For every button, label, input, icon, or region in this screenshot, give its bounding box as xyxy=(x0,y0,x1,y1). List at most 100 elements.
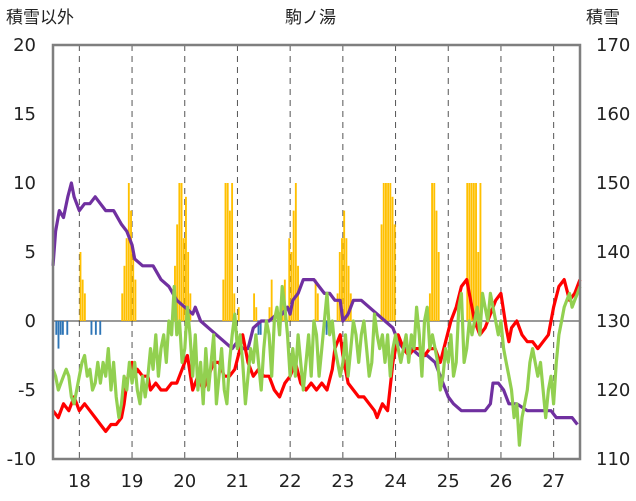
bar-93 xyxy=(257,321,260,335)
bar-59 xyxy=(182,238,185,321)
bar-119 xyxy=(314,279,317,321)
bar-32 xyxy=(123,265,126,321)
bar-131 xyxy=(341,238,343,321)
bar-191 xyxy=(472,183,475,321)
series-line-0 xyxy=(51,181,579,426)
right-tick-6: 110 xyxy=(596,449,630,470)
bar-77 xyxy=(222,279,225,321)
bar-194 xyxy=(479,183,482,321)
x-tick-3: 21 xyxy=(226,471,249,492)
left-tick-1: 15 xyxy=(13,104,36,125)
x-tick-5: 23 xyxy=(331,471,354,492)
bar-62 xyxy=(189,293,192,321)
bar-124 xyxy=(325,321,328,335)
bar-21 xyxy=(99,321,102,335)
bar-110 xyxy=(294,183,297,321)
bar-174 xyxy=(435,210,438,321)
bar-107 xyxy=(288,238,291,321)
x-tick-6: 24 xyxy=(384,471,407,492)
right-tick-2: 150 xyxy=(596,173,630,194)
bar-171 xyxy=(428,293,431,321)
left-tick-6: -10 xyxy=(7,449,36,470)
right-tick-5: 120 xyxy=(596,380,630,401)
series-line-2 xyxy=(51,284,582,447)
right-tick-4: 130 xyxy=(596,311,630,332)
bar-154 xyxy=(391,196,394,321)
bar-172 xyxy=(431,183,434,321)
bar-14 xyxy=(83,293,86,321)
right-axis-label: 積雪 xyxy=(586,8,620,28)
bar-155 xyxy=(393,224,396,321)
bar-3 xyxy=(59,321,62,335)
bar-99 xyxy=(270,279,273,321)
bar-6 xyxy=(66,321,69,335)
bar-149 xyxy=(380,224,383,321)
bar-60 xyxy=(185,196,187,321)
x-tick-8: 26 xyxy=(489,471,512,492)
bar-134 xyxy=(347,265,350,321)
x-tick-2: 20 xyxy=(173,471,196,492)
chart-title: 駒ノ湯 xyxy=(285,8,336,28)
bar-13 xyxy=(81,279,84,321)
x-tick-4: 22 xyxy=(279,471,302,492)
bar-188 xyxy=(466,183,469,321)
bar-175 xyxy=(437,252,440,321)
bar-193 xyxy=(477,252,480,321)
bar-132 xyxy=(343,210,346,321)
bar-79 xyxy=(226,183,229,321)
bar-108 xyxy=(290,252,293,321)
right-tick-1: 160 xyxy=(596,104,630,125)
left-tick-2: 10 xyxy=(13,173,36,194)
left-tick-3: 5 xyxy=(25,242,36,263)
x-tick-0: 18 xyxy=(68,471,91,492)
bar-190 xyxy=(470,183,473,321)
bar-37 xyxy=(134,279,137,321)
bar-19 xyxy=(94,321,97,335)
bar-12 xyxy=(79,252,82,321)
bar-92 xyxy=(255,307,258,321)
bar-33 xyxy=(125,238,128,321)
bar-120 xyxy=(316,293,319,321)
bar-84 xyxy=(237,307,240,321)
bar-82 xyxy=(233,293,236,321)
bar-130 xyxy=(338,252,341,321)
bar-61 xyxy=(187,252,190,321)
bar-17 xyxy=(90,321,93,335)
bar-192 xyxy=(475,183,477,321)
bar-34 xyxy=(127,183,130,321)
x-tick-1: 19 xyxy=(121,471,144,492)
left-tick-4: 0 xyxy=(25,311,36,332)
bar-31 xyxy=(121,293,124,321)
bar-36 xyxy=(132,252,135,321)
bar-94 xyxy=(259,321,262,335)
x-tick-9: 27 xyxy=(542,471,565,492)
bar-152 xyxy=(387,183,390,321)
bar-81 xyxy=(231,183,234,321)
x-tick-7: 25 xyxy=(437,471,460,492)
bar-91 xyxy=(253,293,256,321)
left-tick-5: -5 xyxy=(18,380,36,401)
left-axis-label: 積雪以外 xyxy=(6,8,74,28)
right-tick-3: 140 xyxy=(596,242,630,263)
bar-80 xyxy=(228,210,231,321)
bar-189 xyxy=(468,183,471,321)
bar-173 xyxy=(433,183,436,321)
bar-109 xyxy=(292,210,295,321)
bar-98 xyxy=(268,307,271,321)
left-tick-0: 20 xyxy=(13,35,36,56)
bar-1 xyxy=(55,321,58,335)
bar-4 xyxy=(61,321,64,335)
bar-58 xyxy=(180,183,183,321)
bar-153 xyxy=(389,183,392,321)
bar-2 xyxy=(57,321,60,349)
bar-56 xyxy=(176,224,179,321)
bar-133 xyxy=(345,238,348,321)
bar-129 xyxy=(336,293,339,321)
bar-150 xyxy=(382,183,385,321)
bar-78 xyxy=(224,183,227,321)
bar-35 xyxy=(130,210,132,321)
bar-57 xyxy=(178,183,181,321)
plot-frame xyxy=(51,43,582,461)
bar-151 xyxy=(385,183,387,321)
